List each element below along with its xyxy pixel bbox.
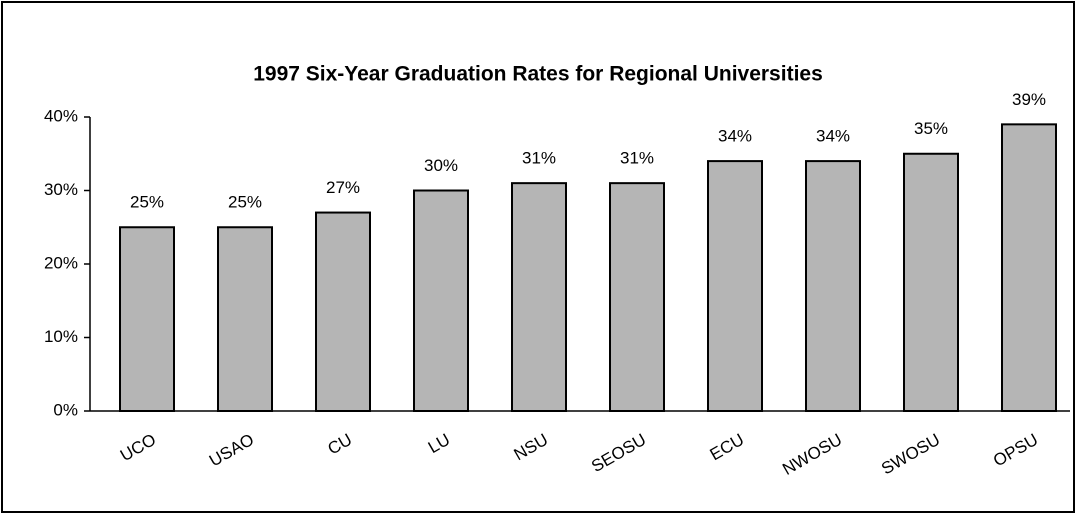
- value-label: 25%: [130, 193, 164, 212]
- y-tick-label: 10%: [44, 327, 78, 346]
- bar: [1001, 123, 1057, 412]
- value-label: 34%: [816, 127, 850, 146]
- value-label: 27%: [326, 178, 360, 197]
- value-label: 35%: [914, 119, 948, 138]
- bar: [119, 226, 175, 412]
- bar: [805, 160, 861, 412]
- bar: [707, 160, 763, 412]
- value-label: 34%: [718, 127, 752, 146]
- y-tick-label: 0%: [53, 400, 78, 419]
- bar: [609, 182, 665, 412]
- value-label: 31%: [522, 149, 556, 168]
- value-label: 31%: [620, 149, 654, 168]
- bar: [315, 211, 371, 412]
- y-tick-label: 20%: [44, 253, 78, 272]
- bar: [413, 189, 469, 412]
- bar: [903, 152, 959, 412]
- bar: [511, 182, 567, 412]
- y-tick-label: 40%: [44, 106, 78, 125]
- value-label: 39%: [1012, 90, 1046, 109]
- value-label: 25%: [228, 193, 262, 212]
- y-tick-label: 30%: [44, 180, 78, 199]
- value-label: 30%: [424, 156, 458, 175]
- bar: [217, 226, 273, 412]
- chart-title: 1997 Six-Year Graduation Rates for Regio…: [253, 63, 823, 86]
